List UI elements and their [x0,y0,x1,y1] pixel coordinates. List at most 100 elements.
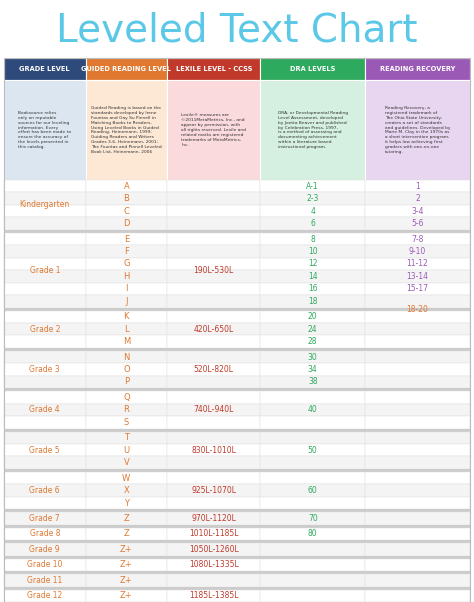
Text: 12: 12 [308,259,318,268]
Text: Grade 4: Grade 4 [29,405,60,414]
Text: 8: 8 [310,235,315,244]
Bar [4,571,470,574]
Bar [365,270,470,282]
Bar [4,589,85,602]
Text: 11-12: 11-12 [407,259,428,268]
Bar [4,472,85,485]
Text: 80: 80 [308,530,318,538]
Bar [167,589,260,602]
Text: 18: 18 [308,297,318,306]
Bar [365,543,470,556]
Text: W: W [122,474,130,483]
Bar [85,58,167,80]
Bar [85,335,167,348]
Bar [4,270,85,282]
Text: Grade 5: Grade 5 [29,445,60,455]
Bar [167,391,260,404]
Text: Z: Z [123,514,129,523]
Text: F: F [124,247,129,256]
Text: 970L-1120L: 970L-1120L [191,514,236,523]
Text: Kindergarten: Kindergarten [19,200,70,209]
Text: Leveled Text Chart: Leveled Text Chart [56,11,418,49]
Text: Grade 9: Grade 9 [29,545,60,554]
Bar [260,351,365,364]
Text: Grade 11: Grade 11 [27,576,63,585]
Bar [85,416,167,429]
Text: Reading Recovery, a
registered trademark of
The Ohio State University,
creates a: Reading Recovery, a registered trademark… [385,106,450,154]
Bar [260,391,365,404]
Text: X: X [123,486,129,495]
Text: K: K [124,312,129,321]
Bar [365,335,470,348]
Bar [167,543,260,556]
Text: N: N [123,353,129,362]
Text: Y: Y [124,498,129,507]
Bar [260,364,365,376]
Text: Z+: Z+ [120,591,133,600]
Bar [4,559,85,571]
Bar [260,245,365,258]
Bar [167,193,260,205]
Text: T: T [124,433,129,442]
Text: 1185L-1385L: 1185L-1385L [189,591,238,600]
Bar [4,311,85,323]
Bar [365,528,470,540]
Bar [4,388,470,391]
Bar [4,80,85,180]
Bar [365,282,470,295]
Bar [85,258,167,270]
Text: 190L-530L: 190L-530L [193,265,234,275]
Bar [85,217,167,230]
Text: Grade 6: Grade 6 [29,486,60,495]
Text: 520L-820L: 520L-820L [194,365,234,374]
Bar [85,559,167,571]
Text: DRA LEVELS: DRA LEVELS [290,66,336,72]
Bar [4,512,85,525]
Text: Z+: Z+ [120,545,133,554]
Bar [4,556,470,559]
Bar [85,376,167,388]
Text: 16: 16 [308,284,318,293]
Text: O: O [123,365,129,374]
Text: H: H [123,272,129,281]
Bar [4,416,85,429]
Bar [4,217,85,230]
Bar [260,193,365,205]
Bar [365,376,470,388]
Bar [365,497,470,509]
Text: 1080L-1335L: 1080L-1335L [189,560,238,569]
Bar [167,295,260,308]
Bar [4,528,85,540]
Text: M: M [123,337,130,346]
Bar [4,308,470,311]
Bar [365,205,470,217]
Text: E: E [124,235,129,244]
Bar [260,335,365,348]
Bar [85,574,167,586]
Text: 1010L-1185L: 1010L-1185L [189,530,238,538]
Bar [4,586,470,589]
Bar [167,180,260,193]
Text: 830L-1010L: 830L-1010L [191,445,236,455]
Bar [260,497,365,509]
Text: 3-4: 3-4 [411,206,424,216]
Bar [4,323,85,335]
Bar [365,245,470,258]
Bar [4,429,470,432]
Bar [85,512,167,525]
Bar [260,456,365,469]
Bar [167,416,260,429]
Bar [85,80,167,180]
Bar [260,559,365,571]
Bar [85,432,167,444]
Bar [365,180,470,193]
Bar [167,270,260,282]
Bar [85,485,167,497]
Bar [85,295,167,308]
Bar [365,416,470,429]
Bar [167,485,260,497]
Bar [167,217,260,230]
Bar [260,58,365,80]
Bar [4,485,85,497]
Text: A-1: A-1 [306,182,319,191]
